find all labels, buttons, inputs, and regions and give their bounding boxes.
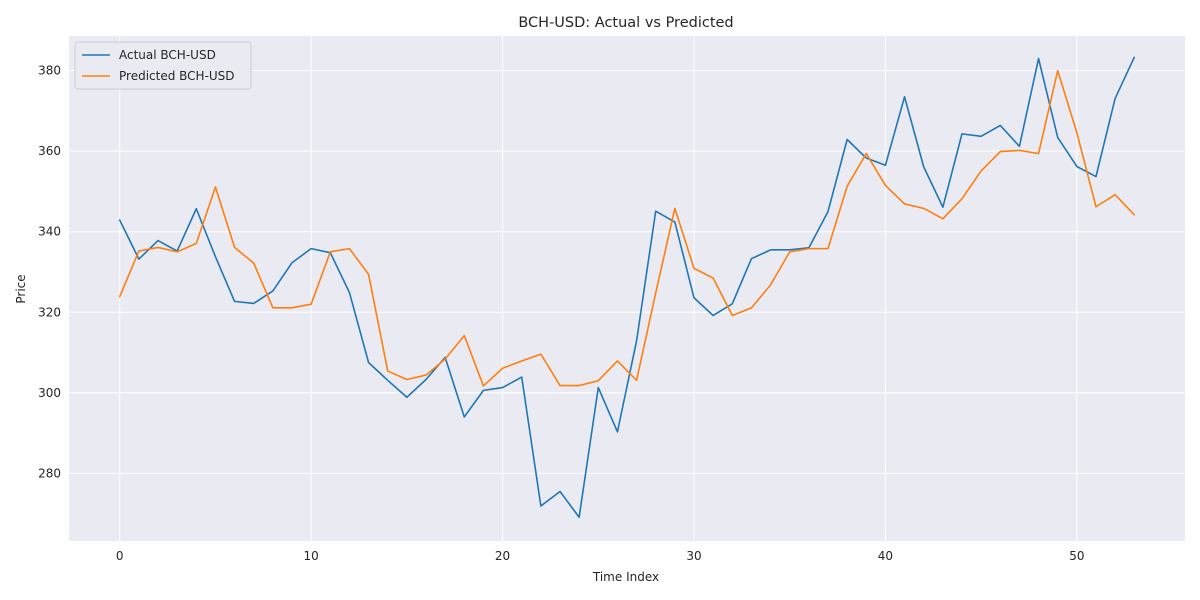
- legend-label-predicted: Predicted BCH-USD: [119, 69, 235, 83]
- legend-label-actual: Actual BCH-USD: [119, 48, 216, 62]
- x-tick-label: 20: [495, 549, 510, 563]
- y-tick-label: 320: [38, 305, 61, 319]
- x-tick-label: 40: [878, 549, 893, 563]
- legend-box: [74, 41, 252, 90]
- plot-area: [69, 36, 1185, 541]
- grid: [69, 36, 1185, 541]
- y-tick-label: 300: [38, 386, 61, 400]
- x-tick-label: 50: [1069, 549, 1084, 563]
- chart-title: BCH-USD: Actual vs Predicted: [518, 15, 733, 31]
- y-tick-label: 340: [38, 225, 61, 239]
- y-tick-label: 360: [38, 144, 61, 158]
- series-line-actual: [118, 56, 1136, 519]
- x-axis-label: Time Index: [592, 570, 659, 584]
- x-tick-label: 10: [304, 549, 319, 563]
- x-tick-label: 0: [116, 549, 124, 563]
- tick-labels: 0 10 20 30 40 50 280 300 320 340 360 380: [38, 64, 1084, 563]
- y-axis-label: Price: [14, 274, 28, 303]
- series-line-predicted: [118, 69, 1136, 387]
- series-layer: [118, 56, 1136, 519]
- y-tick-label: 280: [38, 466, 61, 480]
- x-tick-label: 30: [686, 549, 701, 563]
- y-tick-label: 380: [38, 64, 61, 78]
- legend: Actual BCH-USD Predicted BCH-USD: [74, 41, 252, 90]
